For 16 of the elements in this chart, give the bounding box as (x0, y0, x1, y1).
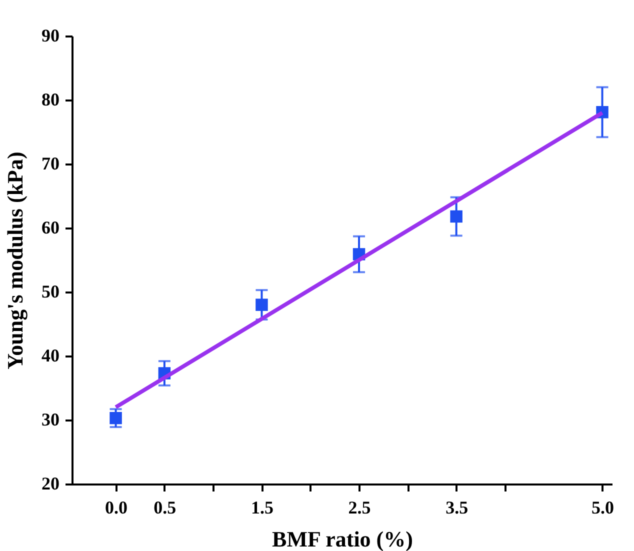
x-tick-label: 5.0 (592, 498, 614, 518)
x-axis-title: BMF ratio (%) (272, 526, 413, 551)
y-tick-label: 20 (42, 474, 60, 494)
y-tick-label: 50 (42, 282, 60, 302)
y-tick-label: 40 (42, 346, 60, 366)
y-tick-label: 90 (42, 26, 60, 46)
y-tick-label: 30 (42, 410, 60, 430)
y-axis-title: Young's modulus (kPa) (2, 152, 28, 370)
x-tick-label: 0.5 (154, 498, 176, 518)
y-tick-label: 70 (42, 154, 60, 174)
x-tick-label: 1.5 (250, 498, 274, 518)
y-tick-label: 60 (42, 218, 60, 238)
x-tick-label: 0.0 (105, 498, 128, 518)
y-tick-label: 80 (42, 90, 60, 110)
x-tick-label: 2.5 (348, 498, 371, 518)
x-tick-label: 3.5 (446, 498, 468, 518)
